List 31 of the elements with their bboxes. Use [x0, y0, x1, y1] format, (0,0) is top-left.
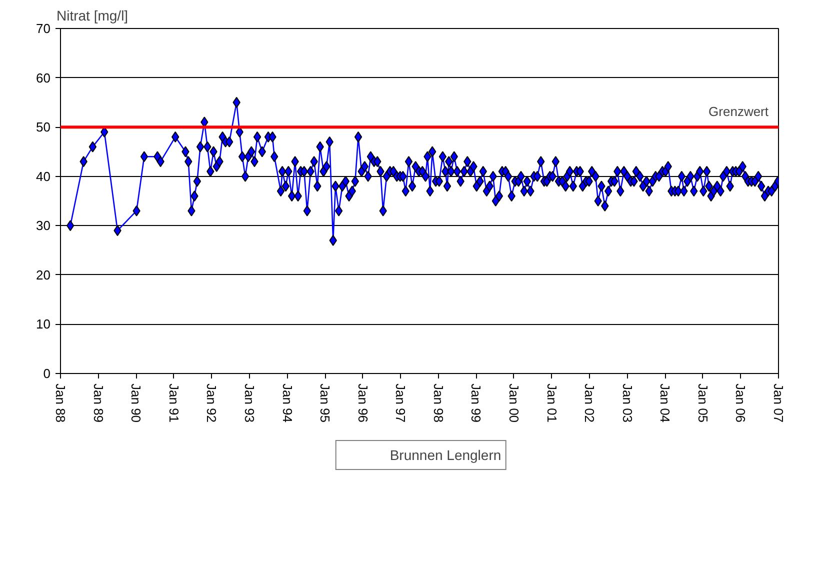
x-tick-label: Jan 91: [166, 384, 182, 423]
x-tick-label: Jan 01: [544, 384, 560, 423]
x-tick-label: Jan 05: [695, 384, 710, 423]
y-tick-label: 40: [36, 168, 51, 184]
y-tick-label: 0: [43, 366, 51, 381]
y-tick-label: 30: [36, 218, 51, 234]
y-tick-label: 20: [36, 267, 51, 282]
text: Brunnen Lenglern: [390, 447, 502, 463]
x-tick-label: Jan 92: [204, 384, 220, 423]
y-tick-label: 70: [36, 21, 51, 36]
x-tick-label: Jan 99: [468, 384, 484, 423]
x-tick-label: Jan 89: [90, 384, 106, 423]
x-tick-label: Jan 04: [658, 384, 673, 423]
x-tick-label: Jan 95: [318, 384, 333, 423]
y-tick-label: 50: [36, 120, 51, 135]
x-tick-label: Jan 06: [733, 384, 748, 423]
y-tick-label: 10: [36, 316, 51, 332]
x-tick-label: Jan 90: [128, 384, 144, 423]
x-tick-label: Jan 98: [430, 384, 446, 423]
y-axis-title: Nitrat [mg/l]: [56, 8, 128, 24]
x-tick-label: Jan 03: [620, 384, 635, 423]
x-tick-label: Jan 97: [393, 384, 408, 423]
ref-line-label: Grenzwert: [708, 104, 769, 120]
x-tick-label: Jan 94: [280, 384, 295, 423]
x-tick-label: Jan 00: [506, 384, 522, 423]
x-tick-label: Jan 96: [355, 384, 370, 423]
x-tick-label: Jan 02: [582, 384, 598, 423]
y-tick-label: 60: [36, 70, 51, 86]
x-tick-label: Jan 88: [53, 384, 68, 423]
x-tick-label: Jan 93: [242, 384, 258, 423]
x-tick-label: Jan 07: [771, 384, 786, 423]
